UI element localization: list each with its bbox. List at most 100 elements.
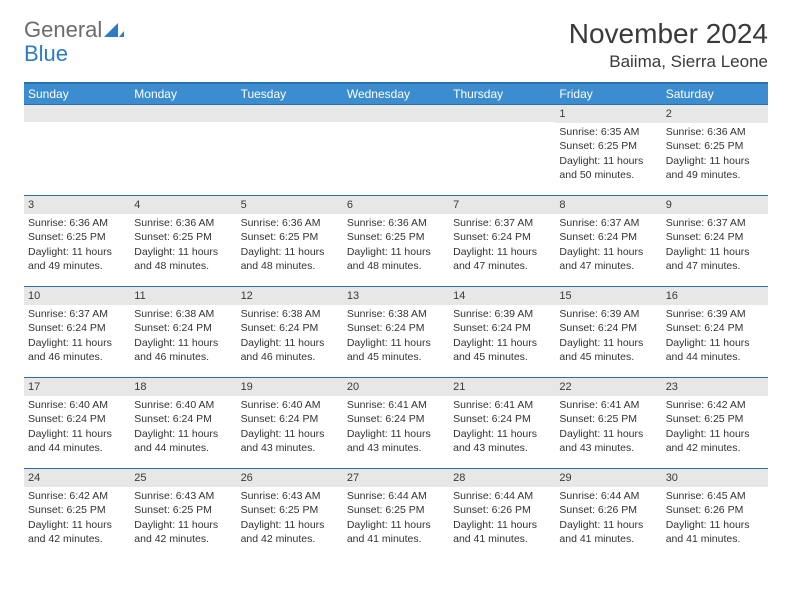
day-number: 20: [343, 378, 449, 396]
day-number: 9: [662, 196, 768, 214]
day-number: 29: [555, 469, 661, 487]
calendar: SundayMondayTuesdayWednesdayThursdayFrid…: [24, 82, 768, 559]
day-cell: 17 Sunrise: 6:40 AMSunset: 6:24 PMDayligh…: [24, 378, 130, 468]
day-number: 14: [449, 287, 555, 305]
day-number: [237, 105, 343, 122]
day-detail: Sunrise: 6:37 AMSunset: 6:24 PMDaylight:…: [666, 216, 764, 273]
logo-text-blue: Blue: [24, 41, 68, 66]
logo: General Blue: [24, 18, 124, 66]
day-header-row: SundayMondayTuesdayWednesdayThursdayFrid…: [24, 84, 768, 104]
day-header: Thursday: [449, 84, 555, 104]
day-number: 16: [662, 287, 768, 305]
day-cell: [237, 105, 343, 195]
day-detail: Sunrise: 6:36 AMSunset: 6:25 PMDaylight:…: [28, 216, 126, 273]
day-cell: 11Sunrise: 6:38 AMSunset: 6:24 PMDayligh…: [130, 287, 236, 377]
day-number: 25: [130, 469, 236, 487]
day-detail: Sunrise: 6:40 AMSunset: 6:24 PMDaylight:…: [241, 398, 339, 455]
day-number: 3: [24, 196, 130, 214]
day-number: 5: [237, 196, 343, 214]
day-number: 1: [555, 105, 661, 123]
month-title: November 2024: [569, 18, 768, 50]
day-header: Wednesday: [343, 84, 449, 104]
day-cell: 20 Sunrise: 6:41 AMSunset: 6:24 PMDayligh…: [343, 378, 449, 468]
day-header: Saturday: [662, 84, 768, 104]
day-cell: 4Sunrise: 6:36 AMSunset: 6:25 PMDaylight…: [130, 196, 236, 286]
day-number: 26: [237, 469, 343, 487]
day-number: 21: [449, 378, 555, 396]
day-cell: 3 Sunrise: 6:36 AMSunset: 6:25 PMDaylight…: [24, 196, 130, 286]
day-detail: Sunrise: 6:37 AMSunset: 6:24 PMDaylight:…: [28, 307, 126, 364]
day-cell: 30 Sunrise: 6:45 AMSunset: 6:26 PMDayligh…: [662, 469, 768, 559]
day-cell: 10 Sunrise: 6:37 AMSunset: 6:24 PMDayligh…: [24, 287, 130, 377]
day-detail: Sunrise: 6:37 AMSunset: 6:24 PMDaylight:…: [453, 216, 551, 273]
day-detail: Sunrise: 6:43 AMSunset: 6:25 PMDaylight:…: [134, 489, 232, 546]
day-detail: Sunrise: 6:41 AMSunset: 6:25 PMDaylight:…: [559, 398, 657, 455]
day-number: 11: [130, 287, 236, 305]
week-row: 10 Sunrise: 6:37 AMSunset: 6:24 PMDayligh…: [24, 286, 768, 377]
day-detail: Sunrise: 6:39 AMSunset: 6:24 PMDaylight:…: [559, 307, 657, 364]
day-detail: Sunrise: 6:35 AMSunset: 6:25 PMDaylight:…: [559, 125, 657, 182]
day-detail: Sunrise: 6:36 AMSunset: 6:25 PMDaylight:…: [241, 216, 339, 273]
day-cell: 15Sunrise: 6:39 AMSunset: 6:24 PMDayligh…: [555, 287, 661, 377]
day-number: 12: [237, 287, 343, 305]
day-cell: 27 Sunrise: 6:44 AMSunset: 6:25 PMDayligh…: [343, 469, 449, 559]
day-cell: 8 Sunrise: 6:37 AMSunset: 6:24 PMDaylight…: [555, 196, 661, 286]
day-number: 8: [555, 196, 661, 214]
logo-sail-icon: [104, 21, 124, 42]
day-cell: 24 Sunrise: 6:42 AMSunset: 6:25 PMDayligh…: [24, 469, 130, 559]
day-number: 19: [237, 378, 343, 396]
day-cell: 25 Sunrise: 6:43 AMSunset: 6:25 PMDayligh…: [130, 469, 236, 559]
location: Baiima, Sierra Leone: [569, 52, 768, 72]
day-detail: Sunrise: 6:44 AMSunset: 6:25 PMDaylight:…: [347, 489, 445, 546]
day-cell: 29Sunrise: 6:44 AMSunset: 6:26 PMDayligh…: [555, 469, 661, 559]
day-cell: 28Sunrise: 6:44 AMSunset: 6:26 PMDayligh…: [449, 469, 555, 559]
day-detail: Sunrise: 6:38 AMSunset: 6:24 PMDaylight:…: [347, 307, 445, 364]
day-detail: Sunrise: 6:43 AMSunset: 6:25 PMDaylight:…: [241, 489, 339, 546]
day-detail: Sunrise: 6:37 AMSunset: 6:24 PMDaylight:…: [559, 216, 657, 273]
day-number: 23: [662, 378, 768, 396]
day-cell: 13 Sunrise: 6:38 AMSunset: 6:24 PMDayligh…: [343, 287, 449, 377]
day-cell: 21 Sunrise: 6:41 AMSunset: 6:24 PMDayligh…: [449, 378, 555, 468]
day-detail: Sunrise: 6:40 AMSunset: 6:24 PMDaylight:…: [134, 398, 232, 455]
day-cell: 1 Sunrise: 6:35 AMSunset: 6:25 PMDaylight…: [555, 105, 661, 195]
day-cell: 19 Sunrise: 6:40 AMSunset: 6:24 PMDayligh…: [237, 378, 343, 468]
day-number: [343, 105, 449, 122]
day-detail: Sunrise: 6:39 AMSunset: 6:24 PMDaylight:…: [666, 307, 764, 364]
day-cell: 2Sunrise: 6:36 AMSunset: 6:25 PMDaylight…: [662, 105, 768, 195]
day-cell: 23 Sunrise: 6:42 AMSunset: 6:25 PMDayligh…: [662, 378, 768, 468]
day-header: Monday: [130, 84, 236, 104]
day-number: 28: [449, 469, 555, 487]
week-row: 3Sunrise: 6:36 AMSunset: 6:25 PMDaylight…: [24, 195, 768, 286]
day-header: Sunday: [24, 84, 130, 104]
day-number: [24, 105, 130, 122]
day-number: 10: [24, 287, 130, 305]
day-cell: [130, 105, 236, 195]
day-cell: 14 Sunrise: 6:39 AMSunset: 6:24 PMDayligh…: [449, 287, 555, 377]
day-cell: 26 Sunrise: 6:43 AMSunset: 6:25 PMDayligh…: [237, 469, 343, 559]
logo-text-gray: General: [24, 17, 102, 42]
day-number: 2: [662, 105, 768, 123]
day-detail: Sunrise: 6:36 AMSunset: 6:25 PMDaylight:…: [134, 216, 232, 273]
day-detail: Sunrise: 6:42 AMSunset: 6:25 PMDaylight:…: [28, 489, 126, 546]
week-row: 17Sunrise: 6:40 AMSunset: 6:24 PMDayligh…: [24, 377, 768, 468]
day-detail: Sunrise: 6:42 AMSunset: 6:25 PMDaylight:…: [666, 398, 764, 455]
day-detail: Sunrise: 6:40 AMSunset: 6:24 PMDaylight:…: [28, 398, 126, 455]
day-number: 27: [343, 469, 449, 487]
day-detail: Sunrise: 6:38 AMSunset: 6:24 PMDaylight:…: [241, 307, 339, 364]
day-detail: Sunrise: 6:41 AMSunset: 6:24 PMDaylight:…: [453, 398, 551, 455]
day-number: 24: [24, 469, 130, 487]
day-number: [449, 105, 555, 122]
day-number: [130, 105, 236, 122]
day-detail: Sunrise: 6:41 AMSunset: 6:24 PMDaylight:…: [347, 398, 445, 455]
day-number: 22: [555, 378, 661, 396]
day-number: 13: [343, 287, 449, 305]
day-number: 17: [24, 378, 130, 396]
day-cell: 12 Sunrise: 6:38 AMSunset: 6:24 PMDayligh…: [237, 287, 343, 377]
day-number: 18: [130, 378, 236, 396]
day-number: 30: [662, 469, 768, 487]
day-detail: Sunrise: 6:45 AMSunset: 6:26 PMDaylight:…: [666, 489, 764, 546]
day-cell: [343, 105, 449, 195]
day-detail: Sunrise: 6:39 AMSunset: 6:24 PMDaylight:…: [453, 307, 551, 364]
day-cell: 7Sunrise: 6:37 AMSunset: 6:24 PMDaylight…: [449, 196, 555, 286]
day-cell: [24, 105, 130, 195]
